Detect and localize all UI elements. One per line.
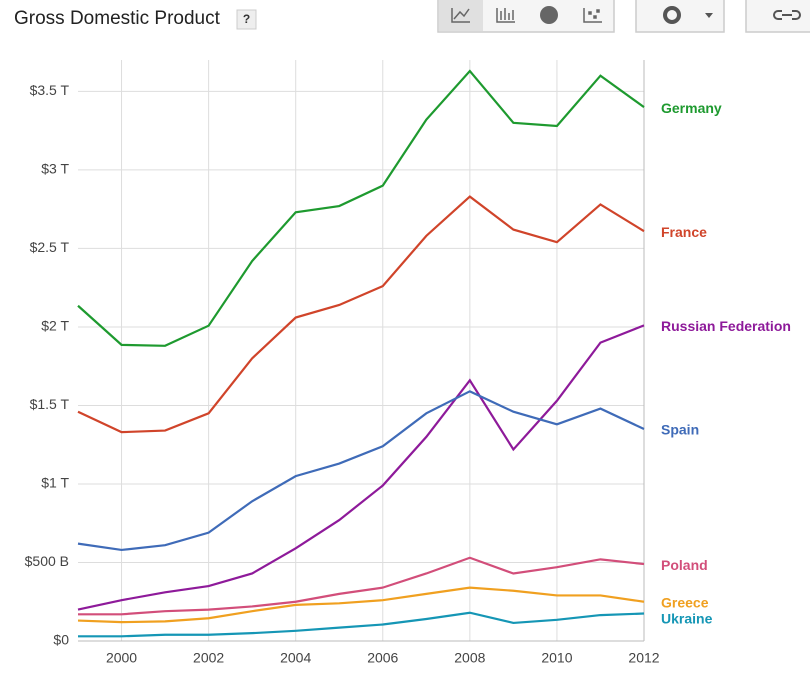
- legend-label: Russian Federation: [661, 318, 791, 334]
- legend-label: France: [661, 224, 707, 240]
- x-tick-label: 2008: [454, 650, 485, 666]
- y-tick-label: $1 T: [41, 475, 69, 491]
- y-tick-label: $0: [53, 632, 69, 648]
- x-tick-label: 2012: [628, 650, 659, 666]
- link-icon: [773, 10, 801, 20]
- line-icon: [451, 8, 470, 23]
- y-tick-label: $500 B: [25, 553, 69, 569]
- y-tick-label: $2 T: [41, 318, 69, 334]
- series-line: [77, 69, 645, 347]
- series-line: [77, 586, 645, 624]
- y-tick-label: $1.5 T: [30, 396, 70, 412]
- scatter-icon[interactable]: [583, 8, 602, 23]
- map-icon[interactable]: [540, 6, 558, 24]
- x-tick-label: 2000: [106, 650, 137, 666]
- series-line: [78, 556, 645, 616]
- x-tick-label: 2006: [367, 650, 398, 666]
- legend-label: Ukraine: [661, 610, 713, 626]
- series-line: [77, 390, 645, 552]
- bar-icon[interactable]: [496, 8, 515, 23]
- help-text: ?: [243, 12, 250, 26]
- gear-icon: [663, 6, 681, 24]
- y-tick-label: $2.5 T: [30, 239, 70, 255]
- series-line: [77, 195, 645, 434]
- x-tick-label: 2002: [193, 650, 224, 666]
- legend-label: Spain: [661, 422, 699, 438]
- toolbar: [437, 0, 810, 33]
- help-button[interactable]: [236, 9, 257, 30]
- legend-label: Poland: [661, 557, 708, 573]
- x-tick-label: 2004: [280, 650, 311, 666]
- series-line: [78, 611, 645, 638]
- line-view-button[interactable]: [439, 0, 483, 31]
- y-tick-label: $3 T: [41, 161, 69, 177]
- dropdown-arrow: [705, 13, 713, 18]
- legend-label: Greece: [661, 594, 709, 610]
- chart-title: Gross Domestic Product: [14, 8, 221, 29]
- y-tick-label: $3.5 T: [30, 82, 70, 98]
- series-line: [77, 324, 645, 611]
- x-tick-label: 2010: [541, 650, 572, 666]
- legend-label: Germany: [661, 100, 722, 116]
